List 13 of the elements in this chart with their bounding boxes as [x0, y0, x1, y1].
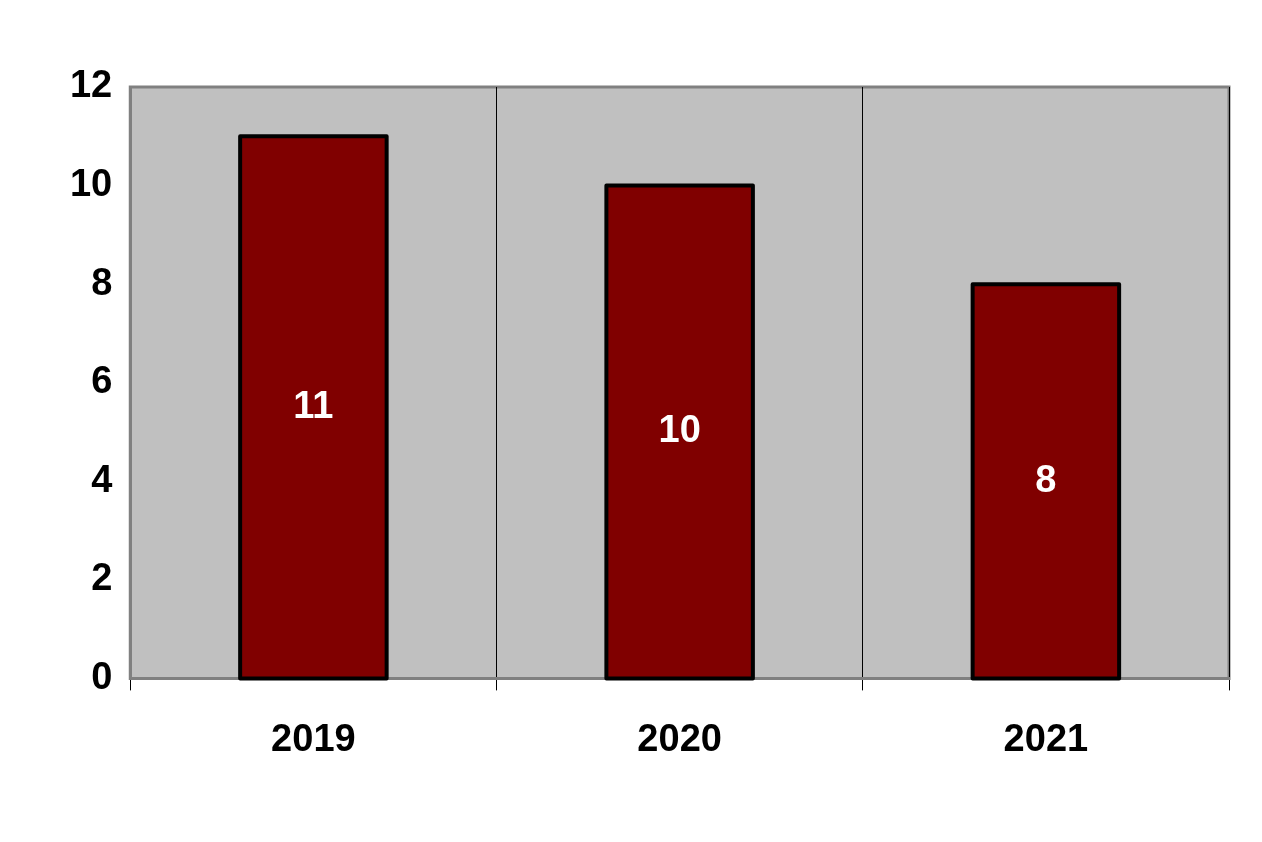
- y-tick-label: 2: [91, 556, 113, 599]
- y-tick-label: 10: [69, 162, 113, 205]
- data-label: 8: [1035, 457, 1057, 500]
- y-tick-label: 4: [91, 457, 113, 500]
- x-tick-label: 2021: [1003, 716, 1089, 759]
- y-tick-label: 12: [69, 63, 113, 106]
- x-tick-label: 2020: [637, 716, 722, 759]
- y-tick-label: 0: [91, 654, 113, 697]
- y-tick-label: 8: [91, 260, 113, 303]
- data-label: 11: [293, 383, 334, 426]
- x-tick-label: 2019: [271, 716, 356, 759]
- data-label: 10: [658, 408, 701, 451]
- y-tick-label: 6: [91, 359, 113, 402]
